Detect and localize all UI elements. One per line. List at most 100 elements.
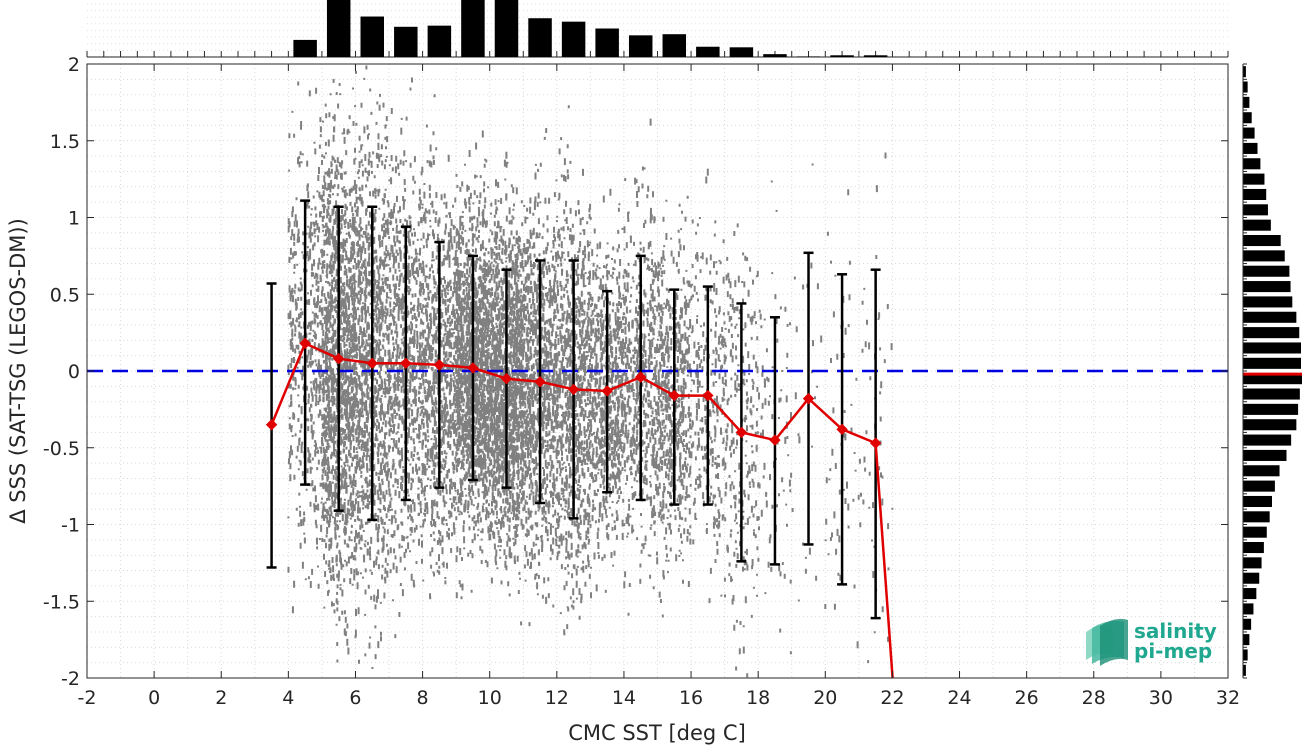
top-histogram [86,0,1229,58]
top-histogram-bar [360,16,384,58]
right-histogram-bars [1243,66,1302,676]
x-tick-label: 16 [679,687,703,709]
right-histogram-bar [1243,634,1250,646]
bin-mean-marker [299,337,311,350]
right-histogram-bar [1243,357,1301,369]
y-tick-label: -2 [61,668,80,690]
bin-mean-marker [467,362,479,374]
x-tick-label: 26 [1015,687,1039,709]
top-histogram-bar [394,26,418,57]
bin-mean-marker [869,437,882,449]
bin-mean-marker [735,426,748,439]
logo-line-2: pi-mep [1134,639,1212,663]
right-histogram-bar [1243,403,1299,415]
bin-mean-marker [534,376,546,388]
main-plot: -2 0 2 4 6 8 10 12 14 16 18 20 22 24 26 28 30 32 -2-1.5-1… [6,54,1240,745]
logo-line-1: salinity [1134,619,1217,643]
x-tick-label: 12 [545,687,569,709]
right-histogram-bar [1243,219,1271,231]
right-histogram-bar [1243,588,1257,600]
bin-mean-marker [668,389,680,402]
right-histogram-bar [1243,250,1285,262]
right-histogram-bar [1243,541,1264,554]
top-histogram-bar [494,0,519,57]
y-axis-label: Δ SSS (SAT-TSG (LEGOS-DM)) [6,218,30,524]
right-histogram-bar [1243,603,1254,615]
bin-mean-markers [265,337,882,449]
top-histogram-bar [293,39,317,57]
right-histogram-bar [1243,234,1281,247]
top-histogram-bar [427,25,452,57]
y-axis-tick-labels: -2 -1.5 -1 -0.5 0 0.5 1 1.5 2 [43,54,80,690]
right-histogram-bar [1243,649,1248,661]
y-tick-label: 1.5 [50,131,80,153]
right-histogram-bar [1243,449,1287,461]
y-axis-ticks [87,63,1228,679]
right-histogram-bar [1243,296,1293,308]
right-histogram-bar [1243,618,1252,630]
top-histogram-bar [528,18,552,58]
x-axis-label: CMC SST [deg C] [568,721,746,745]
bin-mean-marker [332,353,345,365]
x-axis-ticks [86,64,1229,678]
right-histogram-bar [1243,572,1260,584]
right-histogram-bar [1243,96,1250,108]
right-histogram-bar [1243,419,1297,431]
top-histogram-bar [461,0,485,57]
top-histogram-bar [763,54,787,57]
top-histogram-bar [863,55,888,57]
right-histogram-bar [1243,142,1258,154]
top-histogram-bar [326,0,351,57]
y-tick-label: -1 [61,515,80,537]
right-histogram-bar [1243,342,1301,354]
right-histogram-bar [1243,112,1252,124]
right-histogram-ticks [1243,63,1247,679]
x-tick-label: 30 [1149,687,1173,709]
right-histogram-bar [1243,664,1246,676]
right-histogram-bar [1243,388,1300,400]
x-tick-label: 2 [215,687,227,709]
salinity-pi-mep-logo: salinity pi-mep [1086,618,1217,666]
bin-mean-marker [601,385,613,397]
right-histogram-bar [1243,526,1267,538]
x-tick-label: 28 [1082,687,1106,709]
bin-mean-marker [702,389,714,402]
bin-mean-marker [769,434,781,446]
top-histogram-bar [662,34,687,57]
top-histogram-bar [796,56,821,57]
right-histogram-bar [1243,327,1300,339]
top-histogram-bar [729,47,754,57]
y-tick-label: -0.5 [43,438,80,460]
logo-wave-icon [1086,618,1128,666]
x-tick-label: 14 [612,687,636,709]
right-histogram-bar [1243,480,1275,492]
y-tick-label: 2 [68,54,80,76]
bin-mean-marker [433,359,446,371]
top-histogram-bar [696,46,720,57]
bin-mean-marker [635,371,647,383]
y-tick-label: 0 [68,361,80,383]
x-tick-label: 18 [746,687,770,709]
right-histogram-bar [1243,557,1262,569]
bin-mean-marker [265,419,278,431]
right-histogram-bar [1243,495,1272,508]
scatter-points [287,65,894,678]
top-histogram-frame [87,0,1228,57]
right-histogram-bar [1243,204,1268,216]
x-axis-tick-labels: -2 0 2 4 6 8 10 12 14 16 18 20 22 24 26 28 30 32 [78,687,1241,709]
right-histogram-bar [1243,434,1292,446]
y-tick-label: 0.5 [50,284,80,306]
x-tick-label: 0 [148,687,160,709]
bin-mean-marker [500,372,513,385]
top-histogram-bars [293,0,888,58]
bin-mean-marker [567,383,580,396]
right-histogram-bar [1243,81,1248,93]
right-histogram-bar [1243,158,1261,170]
right-histogram-bar [1243,265,1290,277]
right-histogram-bar [1243,511,1270,523]
bin-mean-marker [366,357,378,370]
right-histogram-bar [1243,281,1291,293]
y-tick-label: -1.5 [43,591,80,613]
right-histogram-bar [1243,311,1297,323]
right-histogram-bar [1243,465,1280,477]
